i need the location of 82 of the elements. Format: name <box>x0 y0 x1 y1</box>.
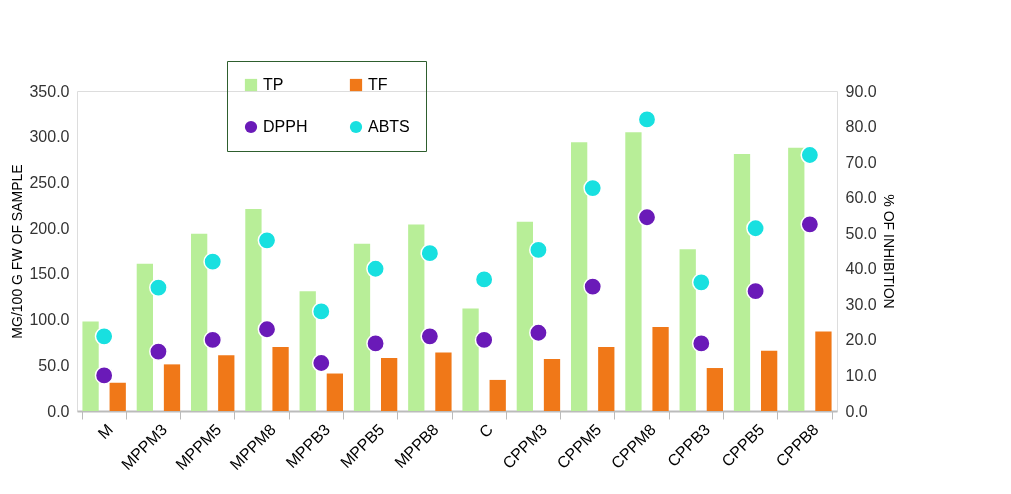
point <box>366 334 385 353</box>
bar <box>82 321 99 411</box>
y2-tick-label: 0.0 <box>845 402 868 420</box>
point <box>800 214 820 234</box>
y2-tick-label: 30.0 <box>845 295 877 313</box>
y2-tick-label: 20.0 <box>845 331 877 349</box>
point <box>203 330 223 350</box>
point <box>746 281 765 301</box>
bar <box>353 243 371 411</box>
bar <box>163 364 181 411</box>
bar <box>109 382 126 411</box>
point <box>474 270 494 289</box>
point <box>583 178 603 198</box>
y2-tick-label: 80.0 <box>845 118 877 136</box>
y-tick-label: 250.0 <box>29 173 70 191</box>
point <box>637 110 657 129</box>
y2-tick-label: 40.0 <box>845 260 877 278</box>
y-tick-label: 50.0 <box>38 356 70 374</box>
bar <box>733 154 751 411</box>
point <box>94 326 114 346</box>
x-tick-label: C <box>475 420 496 441</box>
bar <box>299 291 316 411</box>
bar <box>435 352 452 411</box>
point <box>800 145 820 165</box>
y2-tick-label: 10.0 <box>845 366 877 384</box>
bar <box>272 347 289 411</box>
point <box>257 319 277 339</box>
point <box>203 252 223 272</box>
bar <box>191 233 208 411</box>
point <box>529 323 548 343</box>
point <box>257 230 277 250</box>
bar <box>815 331 832 411</box>
bar <box>761 350 778 411</box>
y-tick-label: 300.0 <box>29 128 70 146</box>
bar <box>245 208 262 411</box>
y2-tick-label: 90.0 <box>845 82 877 100</box>
bar <box>679 249 696 411</box>
point <box>311 302 331 321</box>
point <box>420 243 440 263</box>
point <box>583 277 603 296</box>
point <box>529 240 548 260</box>
x-tick-label: M <box>94 420 116 443</box>
bar <box>462 308 479 411</box>
bar <box>788 147 805 411</box>
y-tick-label: 350.0 <box>29 82 70 100</box>
point <box>149 278 168 298</box>
y2-tick-label: 70.0 <box>845 153 877 171</box>
y-tick-label: 150.0 <box>29 265 70 283</box>
bar <box>625 132 642 411</box>
legend-label: TF <box>368 76 388 93</box>
legend-label: ABTS <box>368 118 410 135</box>
bar <box>516 221 533 411</box>
legend-label: DPPH <box>263 118 308 135</box>
point <box>94 366 114 385</box>
bar <box>381 357 398 411</box>
point <box>691 272 711 292</box>
bar <box>408 224 425 411</box>
bar <box>706 368 723 411</box>
point <box>420 326 440 346</box>
bar <box>218 355 235 411</box>
y-tick-label: 200.0 <box>29 219 70 237</box>
bar <box>489 379 506 411</box>
bar <box>326 373 343 411</box>
legend-label: TP <box>263 76 284 93</box>
point <box>311 353 331 373</box>
point <box>637 207 657 227</box>
bar <box>652 326 669 411</box>
point <box>691 334 711 353</box>
y-tick-label: 100.0 <box>29 311 70 329</box>
bar <box>598 347 615 411</box>
y2-tick-label: 50.0 <box>845 224 877 242</box>
bar <box>136 263 153 411</box>
y-axis-title: MG/100 G FW OF SAMPLE <box>9 164 26 339</box>
y2-axis-title: % OF INHIBITION <box>880 194 897 309</box>
bar <box>543 358 561 411</box>
point <box>474 330 494 350</box>
point <box>746 218 765 238</box>
y-tick-label: 0.0 <box>47 402 70 420</box>
bar <box>571 142 588 411</box>
y2-tick-label: 60.0 <box>845 189 877 207</box>
point <box>149 342 168 362</box>
point <box>366 259 385 279</box>
